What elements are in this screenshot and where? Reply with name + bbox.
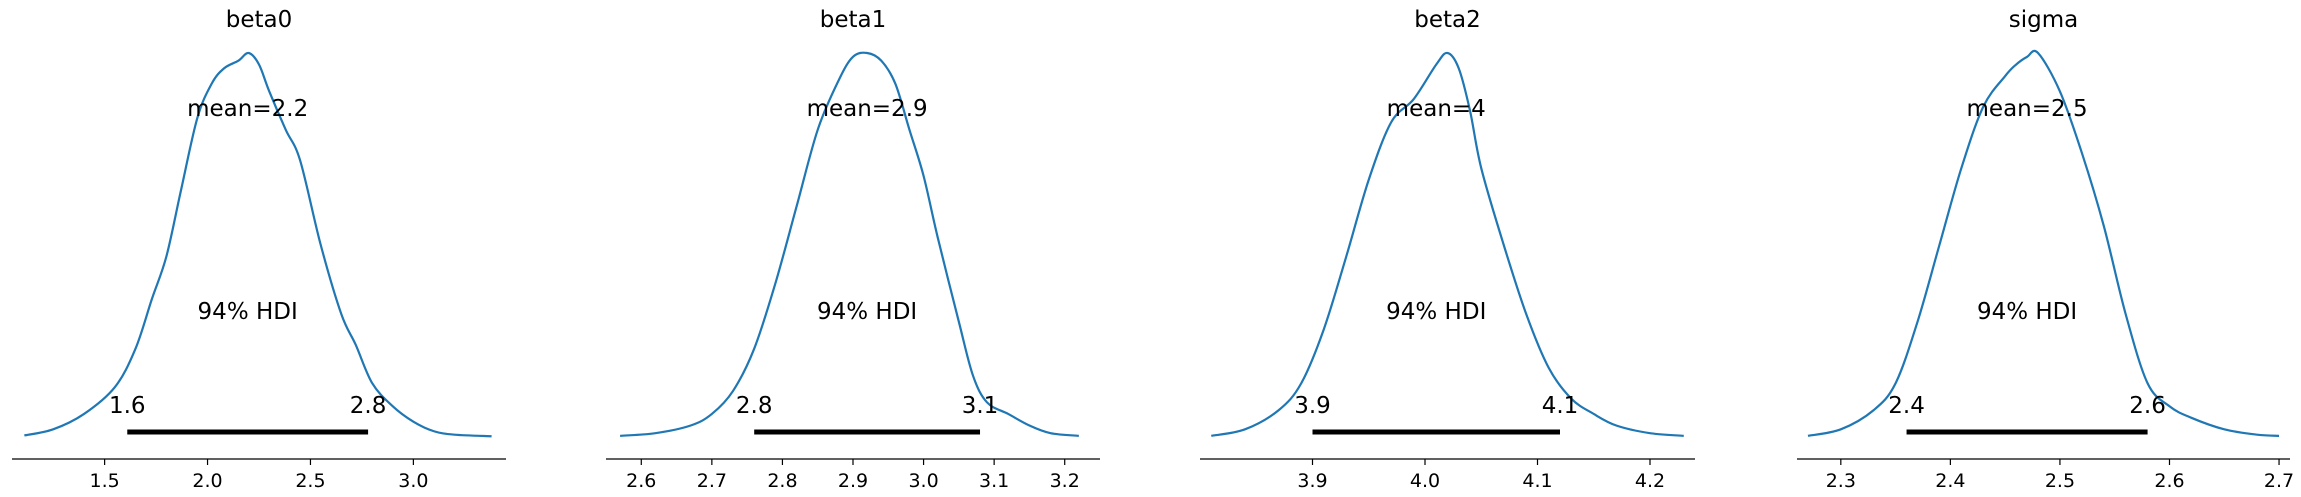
x-tick-label: 2.8 [767,470,797,492]
x-tick-label: 2.5 [2045,470,2075,492]
panel-title: beta2 [1414,7,1481,33]
mean-label: mean=2.9 [807,96,928,122]
x-tick-label: 2.4 [1935,470,1965,492]
density-curve [620,51,1079,437]
panel-beta0: beta0 mean=2.2 94% HDI 1.6 2.8 1.5 2.0 2.5 3.0 [12,7,506,492]
x-tick-label: 2.7 [2264,470,2294,492]
hdi-low-label: 3.9 [1294,393,1331,419]
hdi-label: 94% HDI [1977,299,2077,325]
x-tick-label: 2.6 [626,470,656,492]
hdi-label: 94% HDI [817,299,917,325]
hdi-high-label: 2.6 [2129,393,2166,419]
hdi-high-label: 2.8 [350,393,387,419]
x-tick-label: 3.9 [1297,470,1327,492]
x-tick-label: 2.6 [2154,470,2184,492]
mean-label: mean=4 [1387,96,1486,122]
panel-beta1: beta1 mean=2.9 94% HDI 2.8 3.1 2.6 2.7 2.8 2.9 3.… [606,7,1100,492]
hdi-high-label: 3.1 [962,393,999,419]
hdi-low-label: 2.4 [1888,393,1925,419]
x-tick-label: 2.0 [192,470,222,492]
hdi-label: 94% HDI [198,299,298,325]
x-tick-label: 2.7 [697,470,727,492]
hdi-label: 94% HDI [1386,299,1486,325]
density-curve [1807,49,2280,437]
panel-title: beta1 [820,7,887,33]
density-curve [1211,51,1684,437]
hdi-low-label: 2.8 [736,393,773,419]
x-tick-label: 3.0 [398,470,428,492]
panel-title: beta0 [226,7,293,33]
x-tick-label: 4.0 [1410,470,1440,492]
x-tick-label: 1.5 [90,470,120,492]
hdi-low-label: 1.6 [109,393,146,419]
density-curve [24,51,492,438]
x-tick-label: 4.2 [1635,470,1665,492]
x-tick-label: 2.9 [838,470,868,492]
x-tick-label: 3.1 [979,470,1009,492]
x-tick-label: 2.3 [1826,470,1856,492]
x-tick-label: 4.1 [1522,470,1552,492]
panel-sigma: sigma mean=2.5 94% HDI 2.4 2.6 2.3 2.4 2.5 2.6 2.… [1797,7,2294,492]
panel-beta2: beta2 mean=4 94% HDI 3.9 4.1 3.9 4.0 4.1 4.2 [1200,7,1695,492]
x-tick-label: 3.0 [908,470,938,492]
x-tick-label: 2.5 [295,470,325,492]
x-tick-label: 3.2 [1050,470,1080,492]
mean-label: mean=2.5 [1967,96,2088,122]
hdi-high-label: 4.1 [1542,393,1579,419]
mean-label: mean=2.2 [187,96,308,122]
panel-title: sigma [2009,7,2078,33]
